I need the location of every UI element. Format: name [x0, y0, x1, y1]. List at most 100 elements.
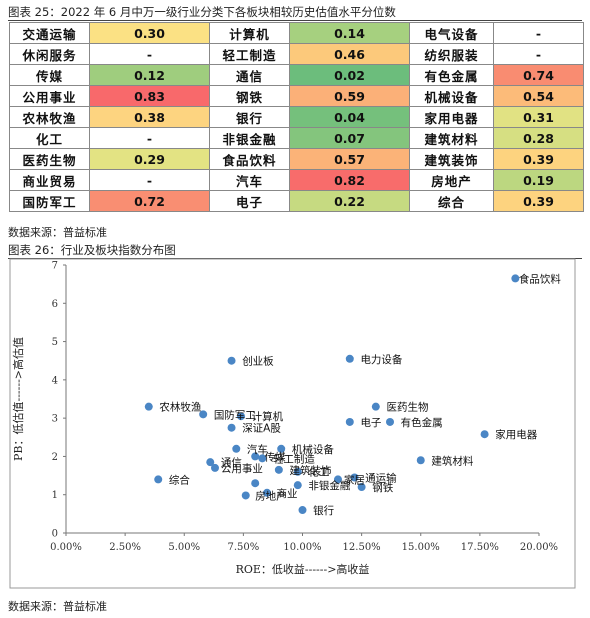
data-point [333, 475, 342, 484]
data-point [511, 274, 520, 283]
data-point [298, 506, 307, 515]
data-point [274, 465, 283, 474]
percentile-value-cell: 0.38 [89, 106, 210, 128]
percentile-value-cell: 0.07 [289, 127, 410, 149]
sector-name-cell: 公用事业 [9, 85, 90, 107]
percentile-value-cell: - [493, 43, 584, 65]
sector-name-cell: 家用电器 [409, 106, 494, 128]
point-label: 电力设备 [360, 353, 402, 366]
point-label: 创业板 [242, 355, 274, 368]
point-label: 化工 [308, 466, 329, 479]
percentile-value-cell: 0.02 [289, 64, 410, 86]
y-tick-label: 2 [52, 452, 58, 463]
data-point [357, 483, 366, 492]
sector-name-cell: 通信 [209, 64, 290, 86]
sector-name-cell: 轻工制造 [209, 43, 290, 65]
percentile-value-cell: 0.72 [89, 190, 210, 212]
data-point [251, 452, 260, 461]
x-tick-label: 15.00% [402, 542, 440, 553]
percentile-value-cell: 0.12 [89, 64, 210, 86]
data-point [227, 356, 236, 365]
percentile-value-cell: 0.14 [289, 22, 410, 44]
sector-name-cell: 商业贸易 [9, 169, 90, 191]
data-point [293, 467, 302, 476]
point-label: 通运输 [365, 471, 397, 484]
point-label: 食品饮料 [519, 272, 561, 285]
sector-name-cell: 交通运输 [9, 22, 90, 44]
data-point [371, 402, 380, 411]
point-label: 钢铁 [372, 481, 393, 494]
y-tick-label: 5 [52, 337, 58, 348]
percentile-value-cell: 0.19 [493, 169, 584, 191]
data-point [480, 430, 489, 439]
point-label: 轻工制造 [273, 452, 315, 465]
percentile-value-cell: 0.59 [289, 85, 410, 107]
point-label: 国防军工 [214, 408, 256, 421]
percentile-value-cell: 0.46 [289, 43, 410, 65]
table-row: 公用事业 0.83 钢铁 0.59 机械设备 0.54 [9, 85, 584, 107]
x-tick-label: 17.50% [461, 542, 499, 553]
point-label: 建筑装饰 [289, 464, 331, 477]
data-point [210, 463, 219, 472]
sector-name-cell: 银行 [209, 106, 290, 128]
table-row: 农林牧渔 0.38 银行 0.04 家用电器 0.31 [9, 106, 584, 128]
percentile-value-cell: 0.74 [493, 64, 584, 86]
scatter-chart: 0 1 2 3 4 5 6 7 0.00% 2.50% 5.00% 7.50% 10.00% 12.50%… [9, 258, 576, 589]
sector-name-cell: 机械设备 [409, 85, 494, 107]
valuation-percentile-table: 交通运输 0.30 计算机 0.14 电气设备 - 休闲服务 - 轻工制造 0.46 纺织服装 - 传媒… [9, 22, 584, 212]
sector-name-cell: 汽车 [209, 169, 290, 191]
data-point [154, 475, 163, 484]
y-tick-label: 3 [52, 414, 58, 425]
sector-name-cell: 房地产 [409, 169, 494, 191]
data-point [345, 417, 354, 426]
point-label: 建筑材料 [431, 454, 473, 467]
point-label: 房地产 [255, 489, 287, 502]
table-row: 休闲服务 - 轻工制造 0.46 纺织服装 - [9, 43, 584, 65]
point-label: 医药生物 [386, 401, 428, 414]
sector-name-cell: 化工 [9, 127, 90, 149]
percentile-value-cell: 0.31 [493, 106, 584, 128]
sector-name-cell: 综合 [409, 190, 494, 212]
percentile-value-cell: - [89, 169, 210, 191]
x-tick-label: 0.00% [50, 542, 82, 553]
sector-name-cell: 电气设备 [409, 22, 494, 44]
data-point [293, 481, 302, 490]
sector-name-cell: 钢铁 [209, 85, 290, 107]
percentile-value-cell: 0.54 [493, 85, 584, 107]
x-tick-label: 7.50% [227, 542, 259, 553]
table-body: 交通运输 0.30 计算机 0.14 电气设备 - 休闲服务 - 轻工制造 0.46 纺织服装 - 传媒… [9, 22, 584, 212]
sector-name-cell: 食品饮料 [209, 148, 290, 170]
percentile-value-cell: 0.29 [89, 148, 210, 170]
x-tick-label: 12.50% [343, 542, 381, 553]
percentile-value-cell: - [89, 127, 210, 149]
x-tick-label: 2.50% [109, 542, 141, 553]
sector-name-cell: 传媒 [9, 64, 90, 86]
sector-name-cell: 国防军工 [9, 190, 90, 212]
data-point [350, 473, 359, 482]
percentile-value-cell: 0.04 [289, 106, 410, 128]
point-label: 银行 [313, 504, 334, 517]
x-axis-title: ROE：低收益------>高收益 [236, 562, 370, 576]
sector-name-cell: 有色金属 [409, 64, 494, 86]
data-point [263, 488, 272, 497]
percentile-value-cell: 0.28 [493, 127, 584, 149]
point-label: 非银金融 [308, 479, 350, 492]
point-label: 有色金属 [401, 416, 443, 429]
point-label: 家居 [344, 473, 365, 486]
x-tick-label: 20.00% [520, 542, 558, 553]
point-label: 汽车 [247, 443, 268, 456]
percentile-value-cell: 0.39 [493, 190, 584, 212]
data-point [416, 456, 425, 465]
sector-name-cell: 计算机 [209, 22, 290, 44]
y-tick-label: 4 [52, 375, 58, 386]
point-label: 通信 [221, 457, 242, 469]
point-label: 家用电器 [495, 428, 537, 441]
y-axis-title: PB：低估值------>高估值 [11, 337, 25, 461]
point-label: 机械设备 [292, 443, 334, 456]
data-point [258, 454, 267, 463]
sector-name-cell: 电子 [209, 190, 290, 212]
table-caption: 图表 25：2022 年 6 月中万一级行业分类下各板块相较历史估值水平分位数 [8, 5, 396, 19]
table-source: 数据来源：普益标准 [8, 226, 107, 239]
point-label: 农林牧渔 [159, 401, 201, 414]
data-point [206, 458, 215, 467]
